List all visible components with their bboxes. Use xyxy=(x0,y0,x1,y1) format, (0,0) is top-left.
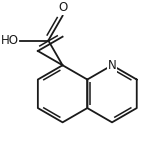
Text: O: O xyxy=(58,1,67,14)
Text: N: N xyxy=(108,59,116,72)
Text: HO: HO xyxy=(1,34,19,47)
